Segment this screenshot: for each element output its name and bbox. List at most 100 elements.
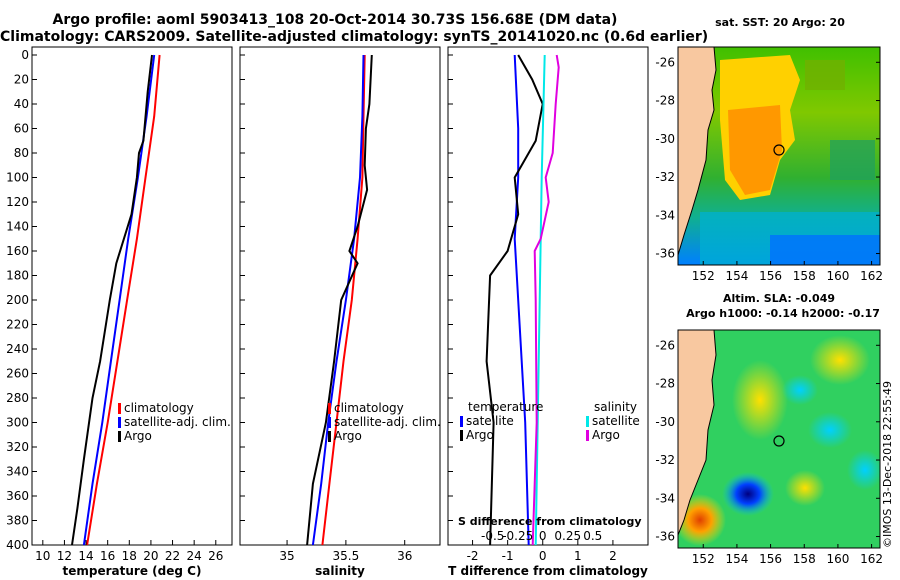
sla-map-xtick-label: 160 (826, 552, 849, 566)
sst-land (678, 47, 716, 255)
temperature-profile-ytick-label: 0 (21, 48, 29, 62)
salinity-x-label: salinity (315, 564, 365, 578)
plot-title-line-1: Argo profile: aoml 5903413_108 20-Oct-20… (52, 12, 618, 28)
salinity-profile-line-2 (306, 54, 373, 546)
sla-map: Altim. SLA: -0.049 Argo h1000: -0.14 h20… (655, 292, 883, 566)
salinity-legend-swatch (328, 431, 331, 442)
difference-xtick-label: -1 (502, 549, 514, 563)
temperature-profile-ytick-label: 260 (6, 367, 29, 381)
diff-legend-label: satellite (592, 414, 640, 428)
temperature-profile-xtick-label: 22 (165, 549, 180, 563)
temperature-profile-xtick-label: 26 (208, 549, 223, 563)
temperature-profile-ytick-label: 100 (6, 171, 29, 185)
salinity-profile-xtick-label: 35.5 (333, 549, 360, 563)
temperature-profile-ytick-label: 20 (14, 73, 29, 87)
sla-land (678, 330, 716, 535)
temperature-profile-xtick-label: 24 (187, 549, 202, 563)
difference-xtick-label: 0 (539, 549, 547, 563)
temperature-legend-label: satellite-adj. clim. (124, 415, 231, 429)
diff-legend-swatch (460, 416, 463, 427)
diff-legend-label: Argo (592, 428, 620, 442)
temperature-plot-frame (31, 46, 233, 546)
temperature-profile-ytick-label: 80 (14, 146, 29, 160)
salinity-legend-swatch (328, 403, 331, 414)
temperature-profile-line-2 (71, 54, 153, 546)
sla-high-b (810, 335, 870, 385)
salinity-legend-label: Argo (334, 429, 362, 443)
difference-panel: -2 -1 0 1 2 -0.5-0.25 0 0.25 0.5 S difference f… (447, 46, 649, 578)
s-difference-label: S difference from climatology (458, 515, 642, 528)
sla-map-ytick-label: -26 (655, 338, 675, 352)
salinity-profile-line-1 (311, 54, 365, 546)
sla-map-ytick-label: -28 (655, 377, 675, 391)
sst-map-xtick-label: 154 (725, 269, 748, 283)
salinity-legend-label: climatology (334, 401, 404, 415)
sla-map-xtick-label: 152 (692, 552, 715, 566)
temperature-profile-ytick-label: 340 (6, 465, 29, 479)
temperature-profile-line-0 (86, 54, 161, 546)
sla-map-xtick-label: 154 (725, 552, 748, 566)
temperature-profile-ytick-label: 120 (6, 195, 29, 209)
sst-argo-marker (773, 144, 785, 156)
sla-map-frame (677, 329, 881, 549)
temperature-legend-label: climatology (124, 401, 194, 415)
salinity-profile-xtick-label: 36 (397, 549, 412, 563)
temperature-profile-ytick-label: 40 (14, 97, 29, 111)
t-difference-x-label: T difference from climatology (448, 564, 648, 578)
difference-stick-label: -0.5 (481, 529, 504, 543)
temperature-profile-ytick-label: 300 (6, 416, 29, 430)
difference-line-1 (485, 54, 544, 546)
temperature-legend-swatch (118, 431, 121, 442)
sst-map-xtick-label: 158 (793, 269, 816, 283)
difference-stick-label: -0.25 (502, 529, 533, 543)
sla-coastline (678, 330, 717, 536)
diff-legend-swatch (460, 430, 463, 441)
temperature-legend-swatch (118, 417, 121, 428)
sla-eddy-warm (678, 494, 726, 546)
sst-patch-a (805, 60, 845, 90)
sst-hot-core (728, 105, 782, 195)
salinity-legend-label: satellite-adj. clim. (334, 415, 441, 429)
temperature-profile-ytick-label: 240 (6, 342, 29, 356)
temperature-profile-xtick-label: 16 (100, 549, 115, 563)
sla-map-ytick-label: -36 (655, 530, 675, 544)
sst-map-ytick-label: -30 (655, 132, 675, 146)
diff-legend-swatch (586, 416, 589, 427)
sst-map-frame (677, 46, 881, 266)
sla-argo-marker (773, 435, 785, 447)
plot-title-line-2: Climatology: CARS2009. Satellite-adjuste… (0, 29, 709, 45)
sst-map-xtick-label: 156 (759, 269, 782, 283)
temperature-profile-ytick-label: 140 (6, 220, 29, 234)
temperature-profile-ytick-label: 280 (6, 391, 29, 405)
temperature-profile-xtick-label: 18 (122, 549, 137, 563)
temperature-profile-ytick-label: 180 (6, 269, 29, 283)
sst-map-ytick-label: -34 (655, 208, 675, 222)
salinity-profile-line-0 (321, 54, 366, 546)
temperature-profile-ytick-label: 60 (14, 122, 29, 136)
difference-line-3 (531, 54, 560, 546)
sst-map-xtick-label: 162 (860, 269, 883, 283)
temperature-profile-ytick-label: 360 (6, 489, 29, 503)
temperature-profile-ytick-label: 160 (6, 244, 29, 258)
difference-stick-label: 0 (539, 529, 547, 543)
sla-high-c (785, 470, 825, 506)
temperature-legend-swatch (118, 403, 121, 414)
temperature-profile-ytick-label: 320 (6, 440, 29, 454)
sla-map-ytick-label: -30 (655, 415, 675, 429)
sst-map: sat. SST: 20 Argo: 20 152 154 156 158 160 162… (655, 16, 883, 283)
sst-map-xtick-label: 152 (692, 269, 715, 283)
temperature-profile-ytick-label: 220 (6, 318, 29, 332)
sst-map-ytick-label: -28 (655, 94, 675, 108)
difference-line-0 (513, 54, 530, 546)
sst-map-ytick-label: -36 (655, 247, 675, 261)
sla-map-xtick-label: 158 (793, 552, 816, 566)
sla-map-ytick-label: -34 (655, 491, 675, 505)
temperature-profile-xtick-label: 14 (78, 549, 93, 563)
temperature-panel: 10 12 14 16 18 20 22 24 26 0 20 40 60 80 100 120 140 160… (6, 46, 233, 578)
sla-map-subtitle: Argo h1000: -0.14 h2000: -0.17 (686, 307, 880, 320)
sla-map-title: Altim. SLA: -0.049 (723, 292, 835, 305)
temperature-profile-ytick-label: 200 (6, 293, 29, 307)
difference-stick-label: 0.5 (583, 529, 602, 543)
sla-map-xtick-label: 156 (759, 552, 782, 566)
